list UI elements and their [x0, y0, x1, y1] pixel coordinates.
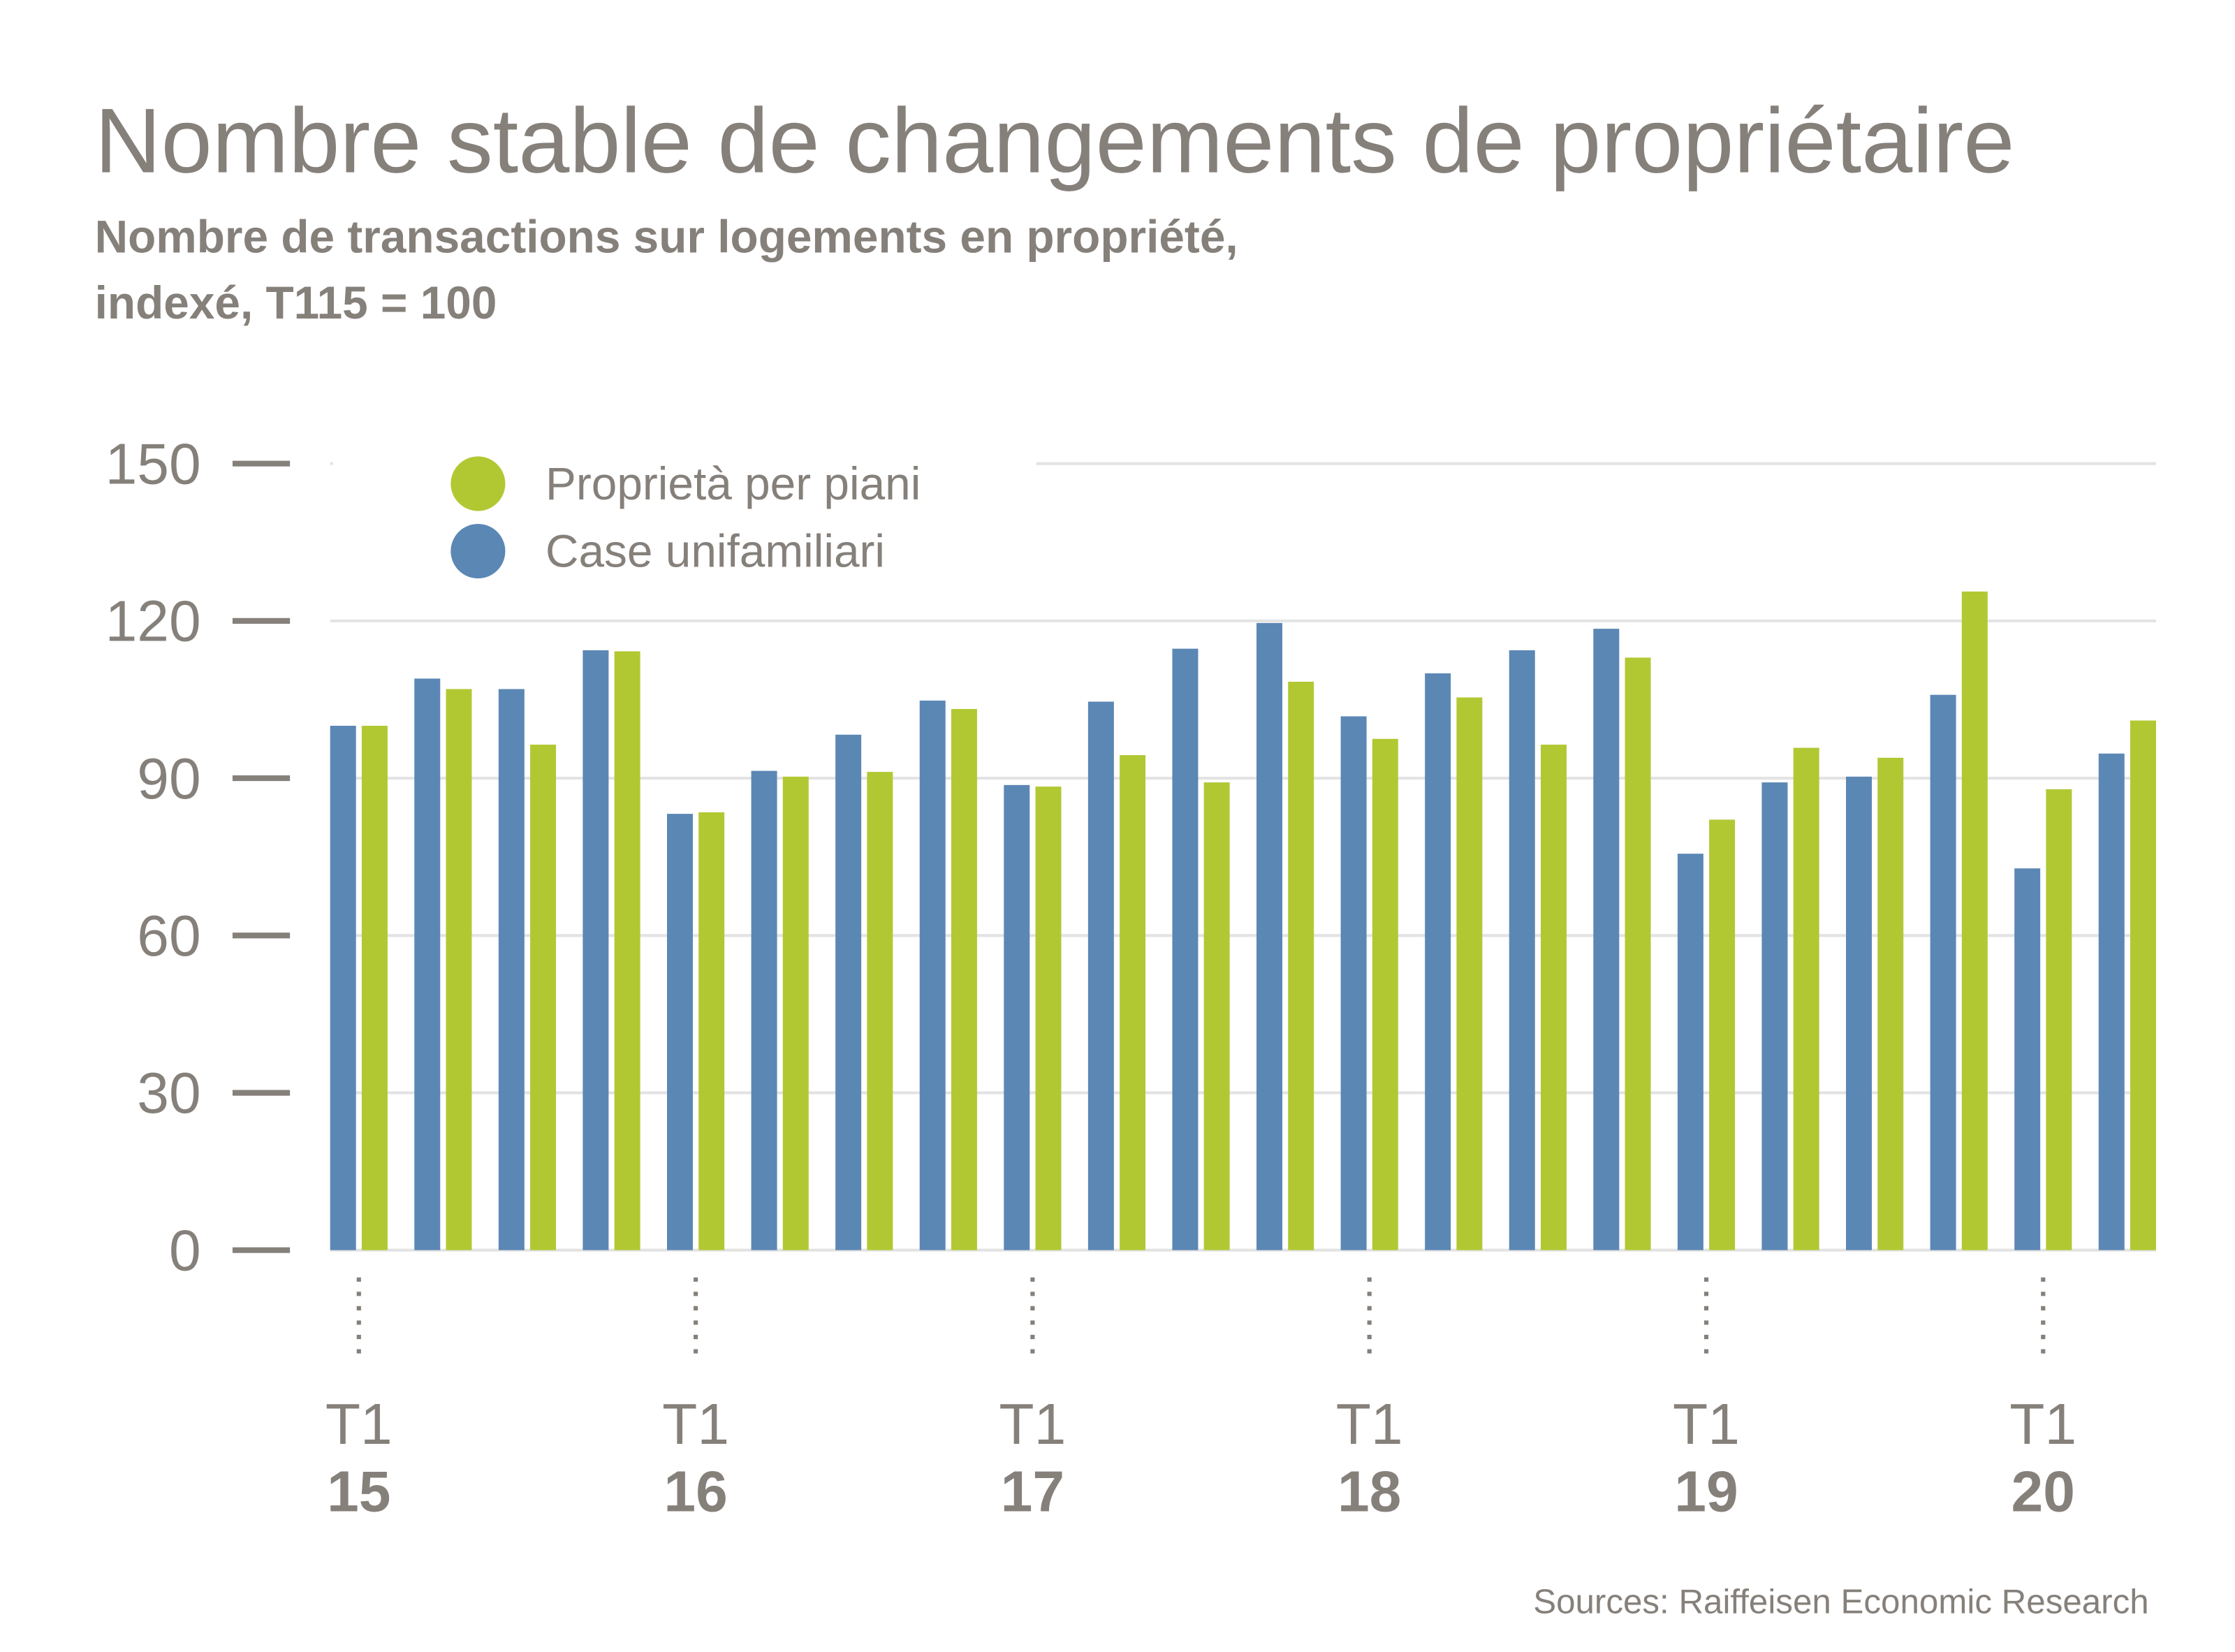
bar: [2130, 720, 2156, 1250]
legend-background: [332, 430, 1036, 596]
bar: [2098, 753, 2125, 1250]
y-tick-label: 60: [137, 905, 200, 968]
x-tick-label: 17: [1001, 1461, 1064, 1524]
bar: [1004, 784, 1030, 1250]
legend-label: Case unifamiliari: [545, 525, 885, 577]
bar: [1793, 747, 1819, 1250]
bar: [1677, 854, 1703, 1250]
bar: [1035, 787, 1062, 1250]
bar: [1172, 648, 1199, 1250]
bar: [1256, 622, 1283, 1250]
bar: [1625, 657, 1651, 1250]
bar: [1288, 681, 1314, 1250]
chart-title: Nombre stable de changements de propriét…: [95, 89, 2015, 192]
bar: [1120, 755, 1146, 1250]
source-note: Sources: Raiffeisen Economic Research: [1533, 1583, 2148, 1621]
bar: [361, 726, 388, 1250]
bar: [498, 689, 525, 1250]
bar: [1203, 782, 1230, 1250]
y-tick-label: 30: [137, 1062, 200, 1125]
bar: [951, 708, 977, 1250]
bar: [698, 812, 725, 1250]
x-tick-label: 15: [327, 1461, 390, 1524]
x-tick-label: T1: [662, 1393, 729, 1456]
bar: [446, 689, 472, 1250]
x-tick-label: 16: [664, 1461, 727, 1524]
bar: [1930, 694, 1956, 1250]
bar: [1709, 819, 1736, 1250]
bar: [1761, 782, 1788, 1250]
y-tick-label: 150: [105, 432, 201, 496]
legend-label: Proprietà per piani: [545, 458, 921, 509]
chart-subtitle: indexé, T115 = 100: [95, 277, 497, 328]
bar: [666, 814, 693, 1250]
bar: [1425, 673, 1451, 1250]
bar: [1540, 745, 1567, 1250]
y-tick-label: 120: [105, 590, 201, 654]
x-tick-label: 19: [1674, 1461, 1738, 1524]
bar: [1456, 697, 1483, 1250]
bar: [582, 650, 609, 1250]
x-tick-label: T1: [2009, 1393, 2076, 1456]
bar: [1961, 591, 1988, 1250]
bar: [835, 734, 862, 1250]
plot-area: 0 30 60 90 120 150 Proprietà per piani Case uni…: [105, 430, 2156, 1524]
x-tick-label: 20: [2012, 1461, 2075, 1524]
bar: [1593, 629, 1620, 1250]
bar: [1877, 757, 1904, 1250]
bar: [1087, 701, 1114, 1250]
bar: [1509, 650, 1535, 1250]
bar: [330, 726, 356, 1250]
y-tick-label: 0: [169, 1219, 201, 1282]
bar: [2046, 789, 2072, 1250]
bar: [1340, 716, 1367, 1250]
y-tick-label: 90: [137, 747, 200, 811]
bar: [1372, 738, 1398, 1250]
bar: [2014, 868, 2041, 1250]
x-tick-label: T1: [325, 1393, 393, 1456]
bar: [919, 700, 946, 1250]
bar: [414, 678, 441, 1250]
x-tick-label: T1: [1673, 1393, 1740, 1456]
bar: [530, 745, 557, 1250]
bar: [751, 770, 777, 1250]
x-tick-label: T1: [1336, 1393, 1403, 1456]
bar: [867, 772, 893, 1250]
legend-marker: [450, 523, 506, 579]
bar: [1846, 776, 1873, 1250]
bar: [614, 651, 640, 1250]
bar: [782, 776, 809, 1250]
x-tick-label: 18: [1338, 1461, 1401, 1524]
legend-marker: [450, 456, 506, 511]
x-tick-label: T1: [999, 1393, 1066, 1456]
chart-subtitle: Nombre de transactions sur logements en …: [95, 211, 1238, 263]
